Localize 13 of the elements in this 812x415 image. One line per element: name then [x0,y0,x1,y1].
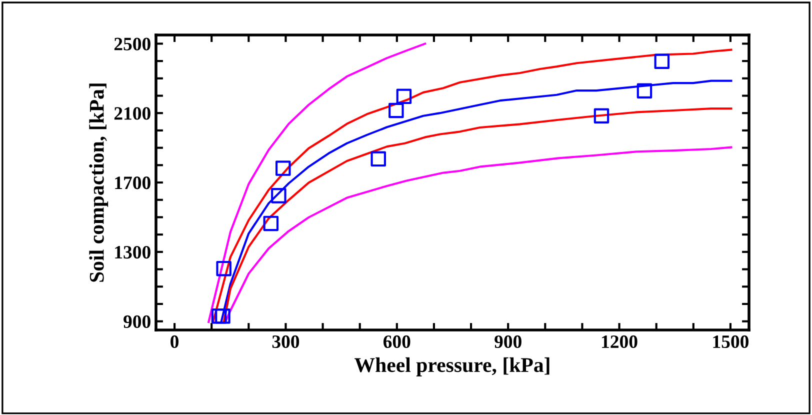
y-axis-title: Soil compaction, [kPa] [89,84,108,282]
x-tick-label: 900 [494,335,522,348]
y-tick-label: 900 [124,315,150,328]
x-tick-label: 300 [272,335,300,348]
y-tick-label: 2100 [114,107,150,120]
y-tick-label: 1300 [115,246,150,259]
x-tick-label: 1200 [602,335,638,348]
x-tick-label: 600 [383,335,410,348]
y-tick-label: 1700 [115,176,150,190]
y-tick-label: 2500 [114,38,150,50]
x-tick-label: 0 [170,335,179,348]
x-tick-label: 1500 [713,335,749,348]
x-axis-title: Wheel pressure, [kPa] [354,357,550,376]
